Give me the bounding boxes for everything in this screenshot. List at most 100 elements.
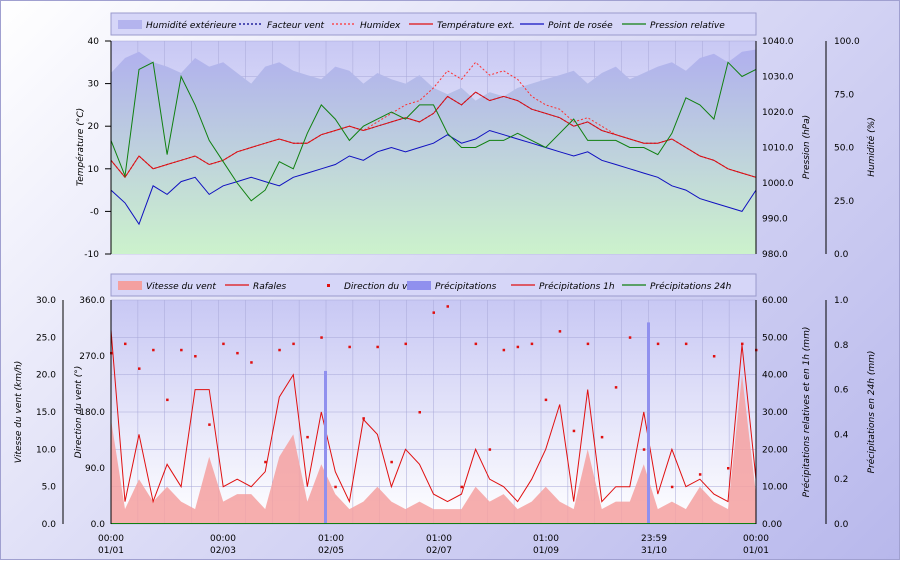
wind-direction-point — [712, 355, 716, 358]
rain-bar — [324, 370, 327, 524]
wind-direction-point — [250, 361, 253, 364]
wind-direction-point — [138, 367, 141, 370]
wind-direction-point — [222, 342, 225, 346]
wind-direction-point — [544, 398, 548, 402]
rain-tick: 0.00 — [762, 520, 782, 530]
wind-direction-point — [362, 417, 365, 420]
legend-swatch — [327, 284, 330, 287]
direction-tick: 360.0 — [79, 296, 105, 306]
legend-label: Point de rosée — [548, 20, 613, 31]
temperature-tick: -10 — [84, 250, 99, 260]
humidity-tick: 0.0 — [834, 250, 849, 260]
rain-axis-title: Précipitations relatives et en 1h (mm) — [801, 327, 812, 498]
temperature-tick: 20 — [88, 122, 100, 132]
wind-direction-point — [432, 311, 435, 314]
rain-tick: 60.00 — [762, 296, 788, 306]
rain-tick: 30.00 — [762, 408, 788, 418]
wind-direction-point — [586, 342, 590, 346]
rain-24h-tick: 0.0 — [834, 520, 849, 530]
rain-tick: 50.00 — [762, 333, 788, 343]
temperature-line — [110, 91, 757, 179]
wind-direction-point — [488, 448, 492, 451]
legend-label: Vitesse du vent — [146, 282, 216, 292]
rain-tick: 10.00 — [762, 483, 788, 493]
humidity-tick: 100.0 — [834, 37, 860, 47]
direction-tick: 0.0 — [91, 520, 106, 530]
pressure-line — [110, 61, 757, 202]
temperature-tick: -0 — [90, 207, 99, 217]
legend-label: Précipitations — [435, 281, 497, 292]
wind-direction-point — [124, 342, 127, 346]
humidity-tick: 50.0 — [834, 144, 854, 154]
legend-label: Rafales — [253, 282, 286, 292]
legend-label: Température ext. — [437, 20, 515, 31]
wind-direction-point — [292, 342, 295, 346]
wind-direction-point — [600, 435, 604, 439]
wind-direction-point — [320, 336, 323, 339]
wind-direction-point — [628, 336, 632, 339]
wind-direction-point — [698, 473, 702, 476]
wind-direction-point — [460, 485, 463, 489]
legend-label: Direction du vent — [344, 282, 423, 292]
temperature-tick: 40 — [88, 37, 100, 47]
pressure-tick: 990.0 — [762, 215, 788, 225]
legend-label: Humidité extérieure — [146, 20, 237, 31]
wind-direction-point — [572, 429, 576, 433]
legend-swatch — [118, 20, 142, 29]
wind-direction-point — [278, 348, 281, 352]
wind-direction-point — [656, 342, 660, 346]
pressure-tick: 1030.0 — [762, 73, 794, 83]
pressure-tick: 1020.0 — [762, 108, 794, 118]
humidity-area — [111, 49, 756, 254]
speed-tick: 15.0 — [36, 408, 56, 418]
rain-24h-tick: 1.0 — [834, 296, 849, 306]
bottom-legend — [110, 273, 757, 297]
wind-direction-point — [516, 345, 520, 349]
wind-direction-point — [166, 398, 169, 402]
direction-tick: 270.0 — [79, 352, 105, 362]
speed-tick: 10.0 — [36, 445, 56, 455]
wind-direction-point — [530, 342, 534, 346]
humidity-axis-title: Humidité (%) — [866, 117, 877, 176]
pressure-tick: 1000.0 — [762, 179, 794, 189]
pressure-tick: 1010.0 — [762, 144, 794, 154]
speed-tick: 5.0 — [42, 483, 57, 493]
speed-tick: 20.0 — [36, 371, 56, 381]
wind-speed-axis-title: Vitesse du vent (km/h) — [14, 361, 24, 463]
bottom-xtick-time: 01:00 — [533, 534, 559, 544]
wind-direction-point — [208, 423, 211, 426]
bottom-xtick-time: 01:00 — [426, 534, 452, 544]
wind-direction-point — [376, 345, 379, 349]
wind-direction-point — [558, 330, 562, 333]
pressure-tick: 1040.0 — [762, 37, 794, 47]
bottom-xtick-date: 02/05 — [318, 546, 344, 556]
wind-direction-point — [390, 460, 393, 464]
wind-direction-point — [334, 485, 337, 489]
humidity-tick: 25.0 — [834, 197, 854, 207]
rain-24h-tick: 0.8 — [834, 341, 849, 351]
wind-direction-point — [180, 348, 183, 352]
wind-direction-point — [474, 342, 478, 346]
wind-direction-point — [194, 355, 197, 358]
humidity-tick: 75.0 — [834, 90, 854, 100]
wind-direction-point — [236, 351, 239, 355]
speed-tick: 0.0 — [42, 520, 57, 530]
bottom-xtick-time: 00:00 — [98, 534, 124, 544]
temperature-tick: 10 — [88, 165, 100, 175]
direction-tick: 180.0 — [79, 408, 105, 418]
wind-direction-point — [741, 342, 744, 346]
rain-24h-axis-title: Précipitations en 24h (mm) — [866, 351, 877, 474]
bottom-xtick-date: 02/03 — [210, 546, 236, 556]
legend-label: Pression relative — [650, 21, 725, 31]
rain-24h-tick: 0.6 — [834, 386, 849, 396]
bottom-xtick-date: 02/07 — [426, 546, 452, 556]
bottom-xtick-date: 31/10 — [641, 546, 667, 556]
rain-tick: 40.00 — [762, 371, 788, 381]
dew-point-line — [110, 129, 757, 226]
rain-24h-tick: 0.2 — [834, 475, 848, 485]
bottom-xtick-time: 01:00 — [318, 534, 344, 544]
wind-direction-point — [670, 485, 674, 489]
wind-direction-point — [446, 305, 449, 308]
pressure-tick: 980.0 — [762, 250, 788, 260]
